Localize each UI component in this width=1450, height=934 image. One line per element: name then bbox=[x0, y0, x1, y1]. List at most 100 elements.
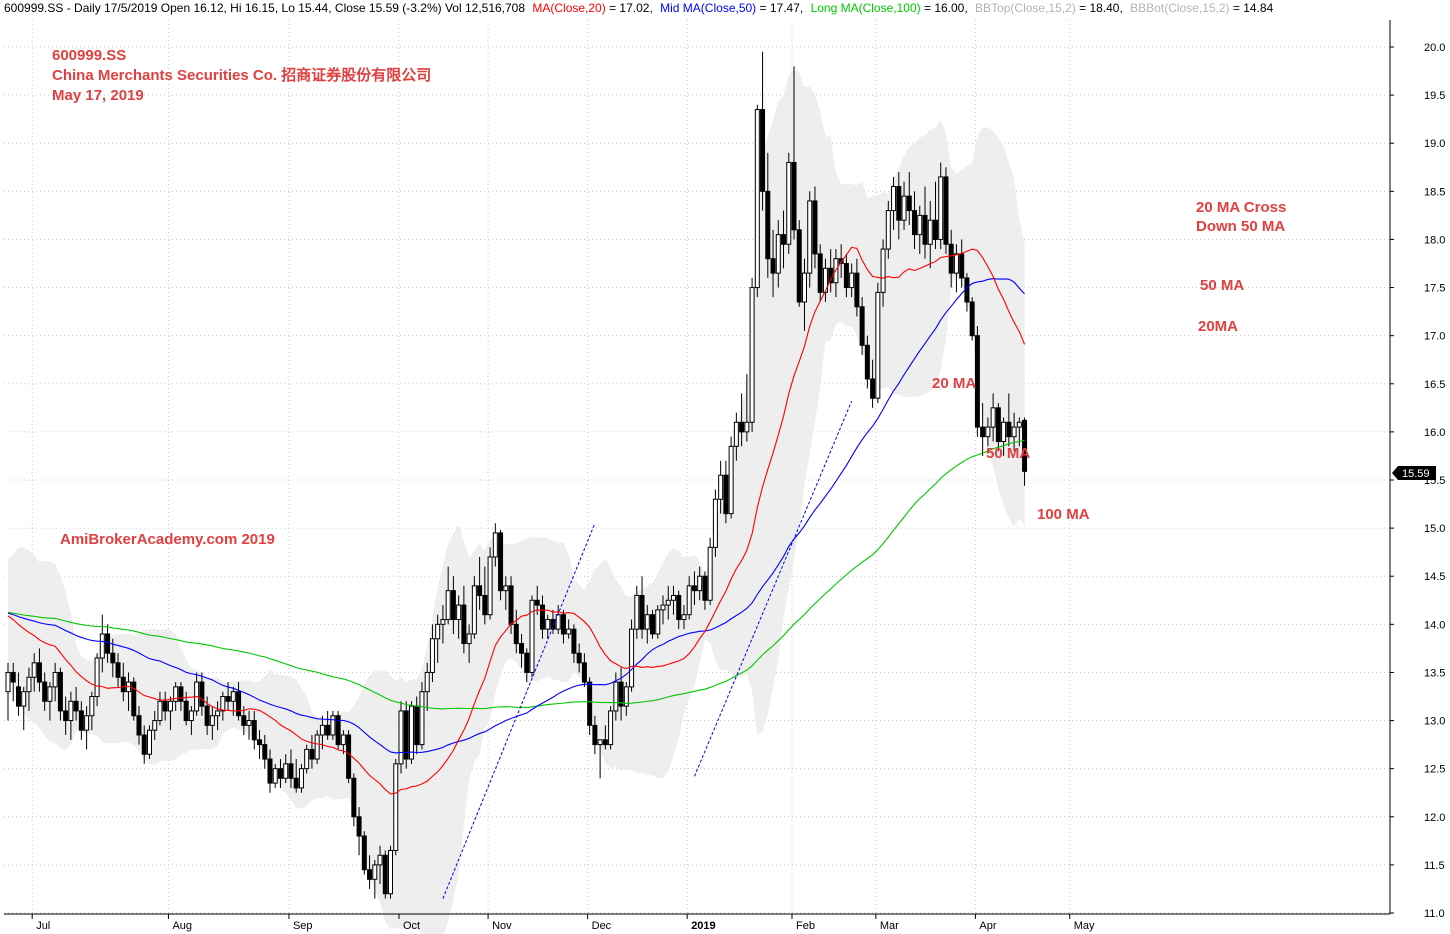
candle-body bbox=[351, 777, 357, 818]
ma20-line bbox=[7, 246, 1026, 795]
candle-body bbox=[157, 700, 163, 722]
candle-body bbox=[435, 623, 441, 640]
candle-body bbox=[283, 763, 289, 779]
candle-body bbox=[529, 599, 535, 673]
candle-body bbox=[791, 161, 797, 231]
candle-body bbox=[298, 768, 304, 789]
title-company: China Merchants Securities Co. 招商证券股份有限公… bbox=[52, 66, 431, 84]
y-tick-label: 19.0 bbox=[1424, 138, 1445, 150]
header-ma50-value: = 17.47, bbox=[760, 1, 804, 15]
candle-body bbox=[796, 229, 802, 303]
x-tick-label: May bbox=[1074, 920, 1095, 932]
candle-body bbox=[718, 474, 724, 500]
candle-body bbox=[922, 214, 928, 245]
header-bbbot-label: BBBot(Close,15,2) bbox=[1130, 1, 1229, 15]
candle-body bbox=[859, 306, 865, 346]
trendline bbox=[693, 400, 853, 777]
candle-body bbox=[676, 594, 682, 621]
candle-body bbox=[1011, 426, 1017, 438]
candle-body bbox=[912, 210, 918, 236]
candle-body bbox=[257, 739, 263, 746]
candle-body bbox=[838, 258, 844, 265]
candle-body bbox=[917, 214, 923, 236]
y-tick-label: 13.5 bbox=[1424, 667, 1445, 679]
candle-body bbox=[697, 575, 703, 592]
candle-body bbox=[209, 715, 215, 726]
candle-body bbox=[466, 633, 472, 645]
candle-body bbox=[927, 219, 933, 245]
candle-body bbox=[424, 671, 430, 693]
y-tick-label: 18.0 bbox=[1424, 234, 1445, 246]
candle-body bbox=[901, 195, 907, 221]
candle-body bbox=[57, 671, 63, 712]
annotation-ma100-mid: 100 MA bbox=[1037, 506, 1090, 523]
candle-body bbox=[817, 253, 823, 293]
x-tick-label: Mar bbox=[880, 920, 899, 932]
candle-body bbox=[293, 777, 299, 789]
candle-body bbox=[770, 258, 776, 274]
candle-body bbox=[68, 700, 74, 722]
candle-body bbox=[215, 710, 221, 717]
candle-body bbox=[78, 710, 84, 731]
candle-body bbox=[356, 816, 362, 837]
candle-body bbox=[492, 532, 498, 558]
candle-body bbox=[995, 407, 1001, 443]
candle-body bbox=[891, 186, 897, 212]
y-tick-label: 12.0 bbox=[1424, 812, 1445, 824]
watermark: AmiBrokerAcademy.com 2019 bbox=[60, 531, 275, 548]
candle-body bbox=[136, 715, 142, 736]
last-price-text: 15.59 bbox=[1402, 468, 1430, 480]
candle-body bbox=[393, 763, 399, 851]
candle-body bbox=[739, 421, 745, 433]
candle-body bbox=[812, 200, 818, 255]
candle-body bbox=[670, 594, 676, 601]
candle-body bbox=[288, 763, 294, 779]
candle-body bbox=[314, 734, 320, 760]
title-symbol: 600999.SS bbox=[52, 47, 126, 64]
candle-body bbox=[47, 686, 53, 702]
candle-body bbox=[377, 854, 383, 866]
candle-body bbox=[707, 546, 713, 601]
candle-body bbox=[340, 734, 346, 746]
bollinger-band bbox=[8, 69, 1025, 934]
x-tick-label: Apr bbox=[979, 920, 996, 932]
candle-body bbox=[5, 671, 11, 693]
y-tick-label: 12.5 bbox=[1424, 764, 1445, 776]
candle-body bbox=[618, 681, 624, 707]
x-tick-label: 2019 bbox=[691, 920, 715, 932]
header-ma100-value: = 16.00, bbox=[924, 1, 968, 15]
candle-body bbox=[450, 590, 456, 621]
candle-body bbox=[749, 287, 755, 423]
y-tick-label: 15.0 bbox=[1424, 523, 1445, 535]
candle-body bbox=[849, 272, 855, 289]
candle-body bbox=[94, 657, 100, 697]
annotation-cross-line2: Down 50 MA bbox=[1196, 218, 1285, 235]
candle-body bbox=[26, 676, 32, 693]
candle-body bbox=[388, 849, 394, 895]
candle-body bbox=[539, 604, 545, 630]
candle-body bbox=[251, 720, 257, 741]
candle-body bbox=[880, 248, 886, 293]
header-ma50-label: Mid MA(Close,50) bbox=[660, 1, 756, 15]
grid bbox=[4, 20, 1390, 914]
candle-body bbox=[864, 344, 870, 380]
candle-body bbox=[650, 614, 656, 635]
trendlines bbox=[442, 400, 853, 899]
y-tick-label: 13.0 bbox=[1424, 716, 1445, 728]
candle-body bbox=[73, 700, 79, 712]
candle-body bbox=[932, 219, 938, 240]
candle-body bbox=[629, 628, 635, 688]
candle-body bbox=[681, 614, 687, 621]
candle-body bbox=[346, 734, 352, 779]
candle-body bbox=[141, 734, 147, 755]
candle-body bbox=[173, 686, 179, 702]
candle-body bbox=[241, 715, 247, 726]
candle-body bbox=[120, 676, 126, 693]
candle-body bbox=[744, 421, 750, 433]
candles bbox=[5, 51, 1028, 899]
candle-body bbox=[440, 619, 446, 625]
candle-body bbox=[822, 267, 828, 293]
candle-body bbox=[115, 662, 121, 678]
candle-body bbox=[199, 681, 205, 707]
candle-body bbox=[655, 609, 661, 635]
